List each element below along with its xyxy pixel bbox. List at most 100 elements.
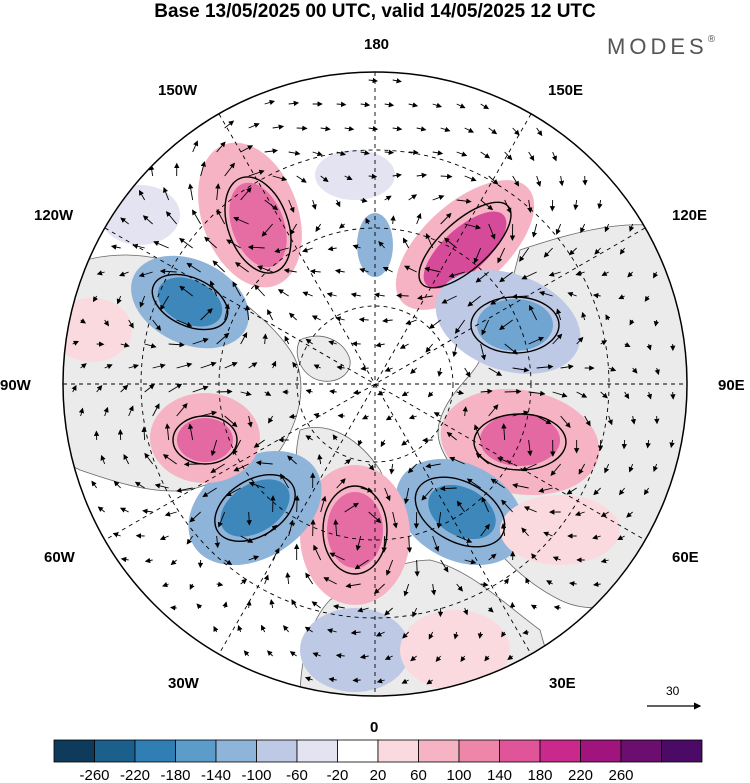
wind-vector: [528, 390, 546, 397]
wind-vector: [304, 626, 313, 633]
wind-vector: [225, 487, 241, 497]
wind-vector: [629, 223, 635, 232]
wind-vector: [521, 463, 537, 472]
wind-vector: [432, 194, 445, 201]
wind-vector: [323, 577, 337, 585]
wind-vector: [402, 237, 410, 249]
wind-vector: [313, 364, 321, 370]
wind-vector: [446, 431, 457, 441]
wind-vector: [669, 439, 675, 448]
lon-label-30w: 30W: [168, 675, 199, 692]
wind-vector: [368, 511, 382, 524]
wind-vector: [213, 625, 219, 633]
lon-label-180: 180: [364, 36, 390, 53]
wind-vector: [618, 294, 625, 300]
wind-vector: [119, 507, 129, 513]
wind-vector: [123, 453, 130, 465]
wind-vector: [280, 473, 290, 489]
wind-vector: [302, 247, 313, 253]
wind-vector: [144, 557, 153, 564]
wind-vector: [335, 652, 345, 659]
wind-vector: [453, 631, 459, 640]
wind-vector: [160, 295, 170, 311]
wind-vector: [499, 271, 513, 283]
lon-label-90w: 90W: [0, 377, 31, 394]
wind-vector: [368, 77, 378, 84]
latitude-circle: [296, 305, 454, 463]
wind-vector: [552, 556, 561, 562]
wind-vector: [267, 309, 274, 321]
wind-vector: [232, 281, 242, 297]
wind-vector: [454, 319, 466, 334]
wind-vector: [288, 413, 297, 420]
wind-vector: [327, 245, 337, 252]
wind-vector: [254, 284, 265, 297]
wind-vector: [358, 316, 369, 323]
wind-vector: [246, 511, 252, 526]
wind-vector: [216, 141, 226, 153]
wind-vector: [407, 463, 417, 474]
positive-core: [423, 211, 507, 289]
wind-vector: [488, 404, 499, 417]
wind-vector: [433, 412, 441, 418]
wind-vector: [536, 415, 552, 425]
wind-vector: [360, 150, 370, 156]
wind-vector: [240, 390, 252, 397]
colorbar-swatch: [94, 739, 136, 763]
contour-line: [172, 415, 238, 465]
wind-vector: [248, 122, 260, 129]
wind-vector: [336, 478, 346, 489]
wind-vector: [480, 151, 491, 159]
wind-vector: [569, 581, 577, 587]
wind-vector: [523, 506, 537, 513]
wind-vector: [525, 577, 531, 585]
wind-vector: [536, 127, 543, 137]
wind-vector: [240, 578, 248, 585]
wind-vector: [78, 407, 85, 417]
colorbar-tick-label: 220: [568, 767, 593, 783]
wind-vector: [576, 336, 584, 345]
wind-vector: [416, 213, 422, 225]
wind-vector: [305, 435, 313, 441]
wind-vector: [266, 650, 273, 657]
wind-vector: [618, 487, 626, 496]
wind-vector: [382, 266, 393, 273]
wind-vector: [288, 150, 301, 156]
wind-vector: [344, 502, 359, 513]
wind-vector: [507, 654, 514, 661]
wind-vector: [581, 311, 587, 321]
wind-vector: [305, 572, 314, 585]
wind-vector: [186, 535, 194, 545]
wind-vector: [626, 511, 633, 518]
lon-label-120w: 120W: [34, 207, 74, 224]
wind-vector: [456, 500, 466, 513]
wind-vector: [162, 582, 169, 588]
colorbar-tick-label: -60: [286, 767, 308, 783]
wind-vector: [71, 384, 77, 393]
wind-vector: [573, 199, 579, 211]
wind-vector: [617, 535, 625, 541]
wind-vector: [551, 151, 557, 162]
wind-vector: [381, 535, 387, 553]
wind-vector: [264, 390, 272, 396]
wind-vector: [396, 292, 409, 299]
colorbar-tick-label: -140: [201, 767, 231, 783]
wind-vector: [97, 506, 105, 513]
wind-vector: [550, 463, 562, 476]
wind-vector: [360, 101, 371, 108]
wind-vector: [548, 271, 561, 277]
wind-vector: [531, 553, 538, 561]
wind-vector: [373, 583, 385, 595]
wind-vector: [292, 361, 298, 369]
wind-vector: [464, 559, 477, 565]
wind-vector: [368, 125, 379, 132]
wind-vector: [424, 266, 441, 273]
wind-vector: [357, 439, 363, 447]
wind-vector: [153, 240, 169, 249]
wind-vector: [110, 244, 121, 250]
wind-vector: [233, 216, 249, 225]
wind-vector: [272, 124, 285, 130]
wind-vector: [309, 268, 321, 275]
wind-vector: [467, 295, 481, 307]
